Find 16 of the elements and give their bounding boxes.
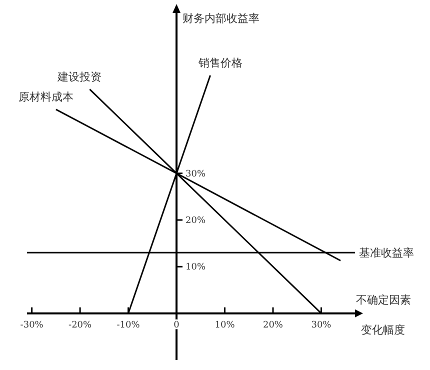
text: 变化幅度 [361, 323, 405, 336]
x-tick-label: 30% [311, 320, 332, 330]
series-label: 建设投资 [56, 70, 102, 84]
x-tick-label: -20% [68, 320, 92, 330]
x-tick-label: 20% [262, 320, 284, 330]
ref-line-label: 基准收益率 [359, 246, 414, 260]
x-tick-label: -10% [116, 320, 140, 330]
series-label: 销售价格 [197, 56, 242, 70]
y-tick-label: 30% [186, 169, 206, 180]
y-tick-label: 20% [186, 216, 206, 226]
x-tick-label: -30% [20, 320, 44, 330]
x-tick-label: 10% [214, 320, 236, 330]
series-label: 原材料成本 [18, 90, 74, 104]
x-axis-title: 不确定因素 [356, 293, 411, 306]
y-tick-label: 10% [186, 262, 206, 273]
y-axis-title: 财务内部收益率 [182, 12, 260, 25]
